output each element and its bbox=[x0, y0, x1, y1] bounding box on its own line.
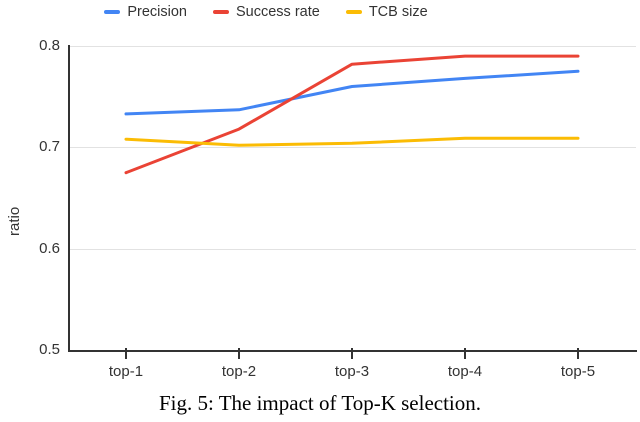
legend-label-tcb-size: TCB size bbox=[368, 4, 428, 20]
legend-item-tcb-size: TCB size bbox=[345, 4, 428, 20]
y-tick-label-0.8: 0.8 bbox=[39, 37, 60, 54]
legend-item-precision: Precision bbox=[104, 4, 187, 20]
gridline-0.6 bbox=[70, 248, 636, 250]
gridline-0.8 bbox=[70, 46, 636, 47]
x-tick-top-4 bbox=[464, 348, 466, 359]
figure-caption: Fig. 5: The impact of Top-K selection. bbox=[158, 391, 482, 415]
y-tick-label-0.6: 0.6 bbox=[39, 239, 60, 257]
series-lines bbox=[124, 54, 580, 175]
x-tick-top-5 bbox=[577, 348, 579, 359]
y-tick-label-0.7: 0.7 bbox=[39, 138, 60, 156]
legend-label-precision: Precision bbox=[127, 4, 187, 20]
legend-label-success-rate: Success rate bbox=[235, 4, 320, 20]
x-tick-label-top-5: top-5 bbox=[560, 363, 596, 380]
legend-swatch-tcb-size bbox=[345, 9, 362, 15]
legend-item-success-rate: Success rate bbox=[212, 4, 320, 20]
x-tick-top-2 bbox=[238, 348, 240, 359]
x-tick-label-top-3: top-3 bbox=[334, 363, 370, 380]
y-axis-title: ratio bbox=[6, 206, 23, 236]
x-tick-label-top-2: top-2 bbox=[221, 363, 257, 380]
series-line-success-rate bbox=[124, 54, 580, 175]
y-axis-line bbox=[68, 45, 70, 352]
chart-legend: Precision Success rate TCB size bbox=[0, 4, 586, 20]
series-line-tcb-size bbox=[124, 136, 580, 147]
y-tick-label-0.5: 0.5 bbox=[39, 341, 60, 358]
x-tick-label-top-1: top-1 bbox=[108, 363, 144, 380]
gridline-0.7 bbox=[70, 147, 636, 149]
x-tick-label-top-4: top-4 bbox=[447, 363, 483, 380]
legend-swatch-precision bbox=[104, 9, 121, 15]
series-line-precision bbox=[124, 69, 580, 116]
x-tick-top-3 bbox=[351, 348, 353, 359]
x-tick-top-1 bbox=[125, 348, 127, 359]
legend-swatch-success-rate bbox=[212, 9, 229, 15]
